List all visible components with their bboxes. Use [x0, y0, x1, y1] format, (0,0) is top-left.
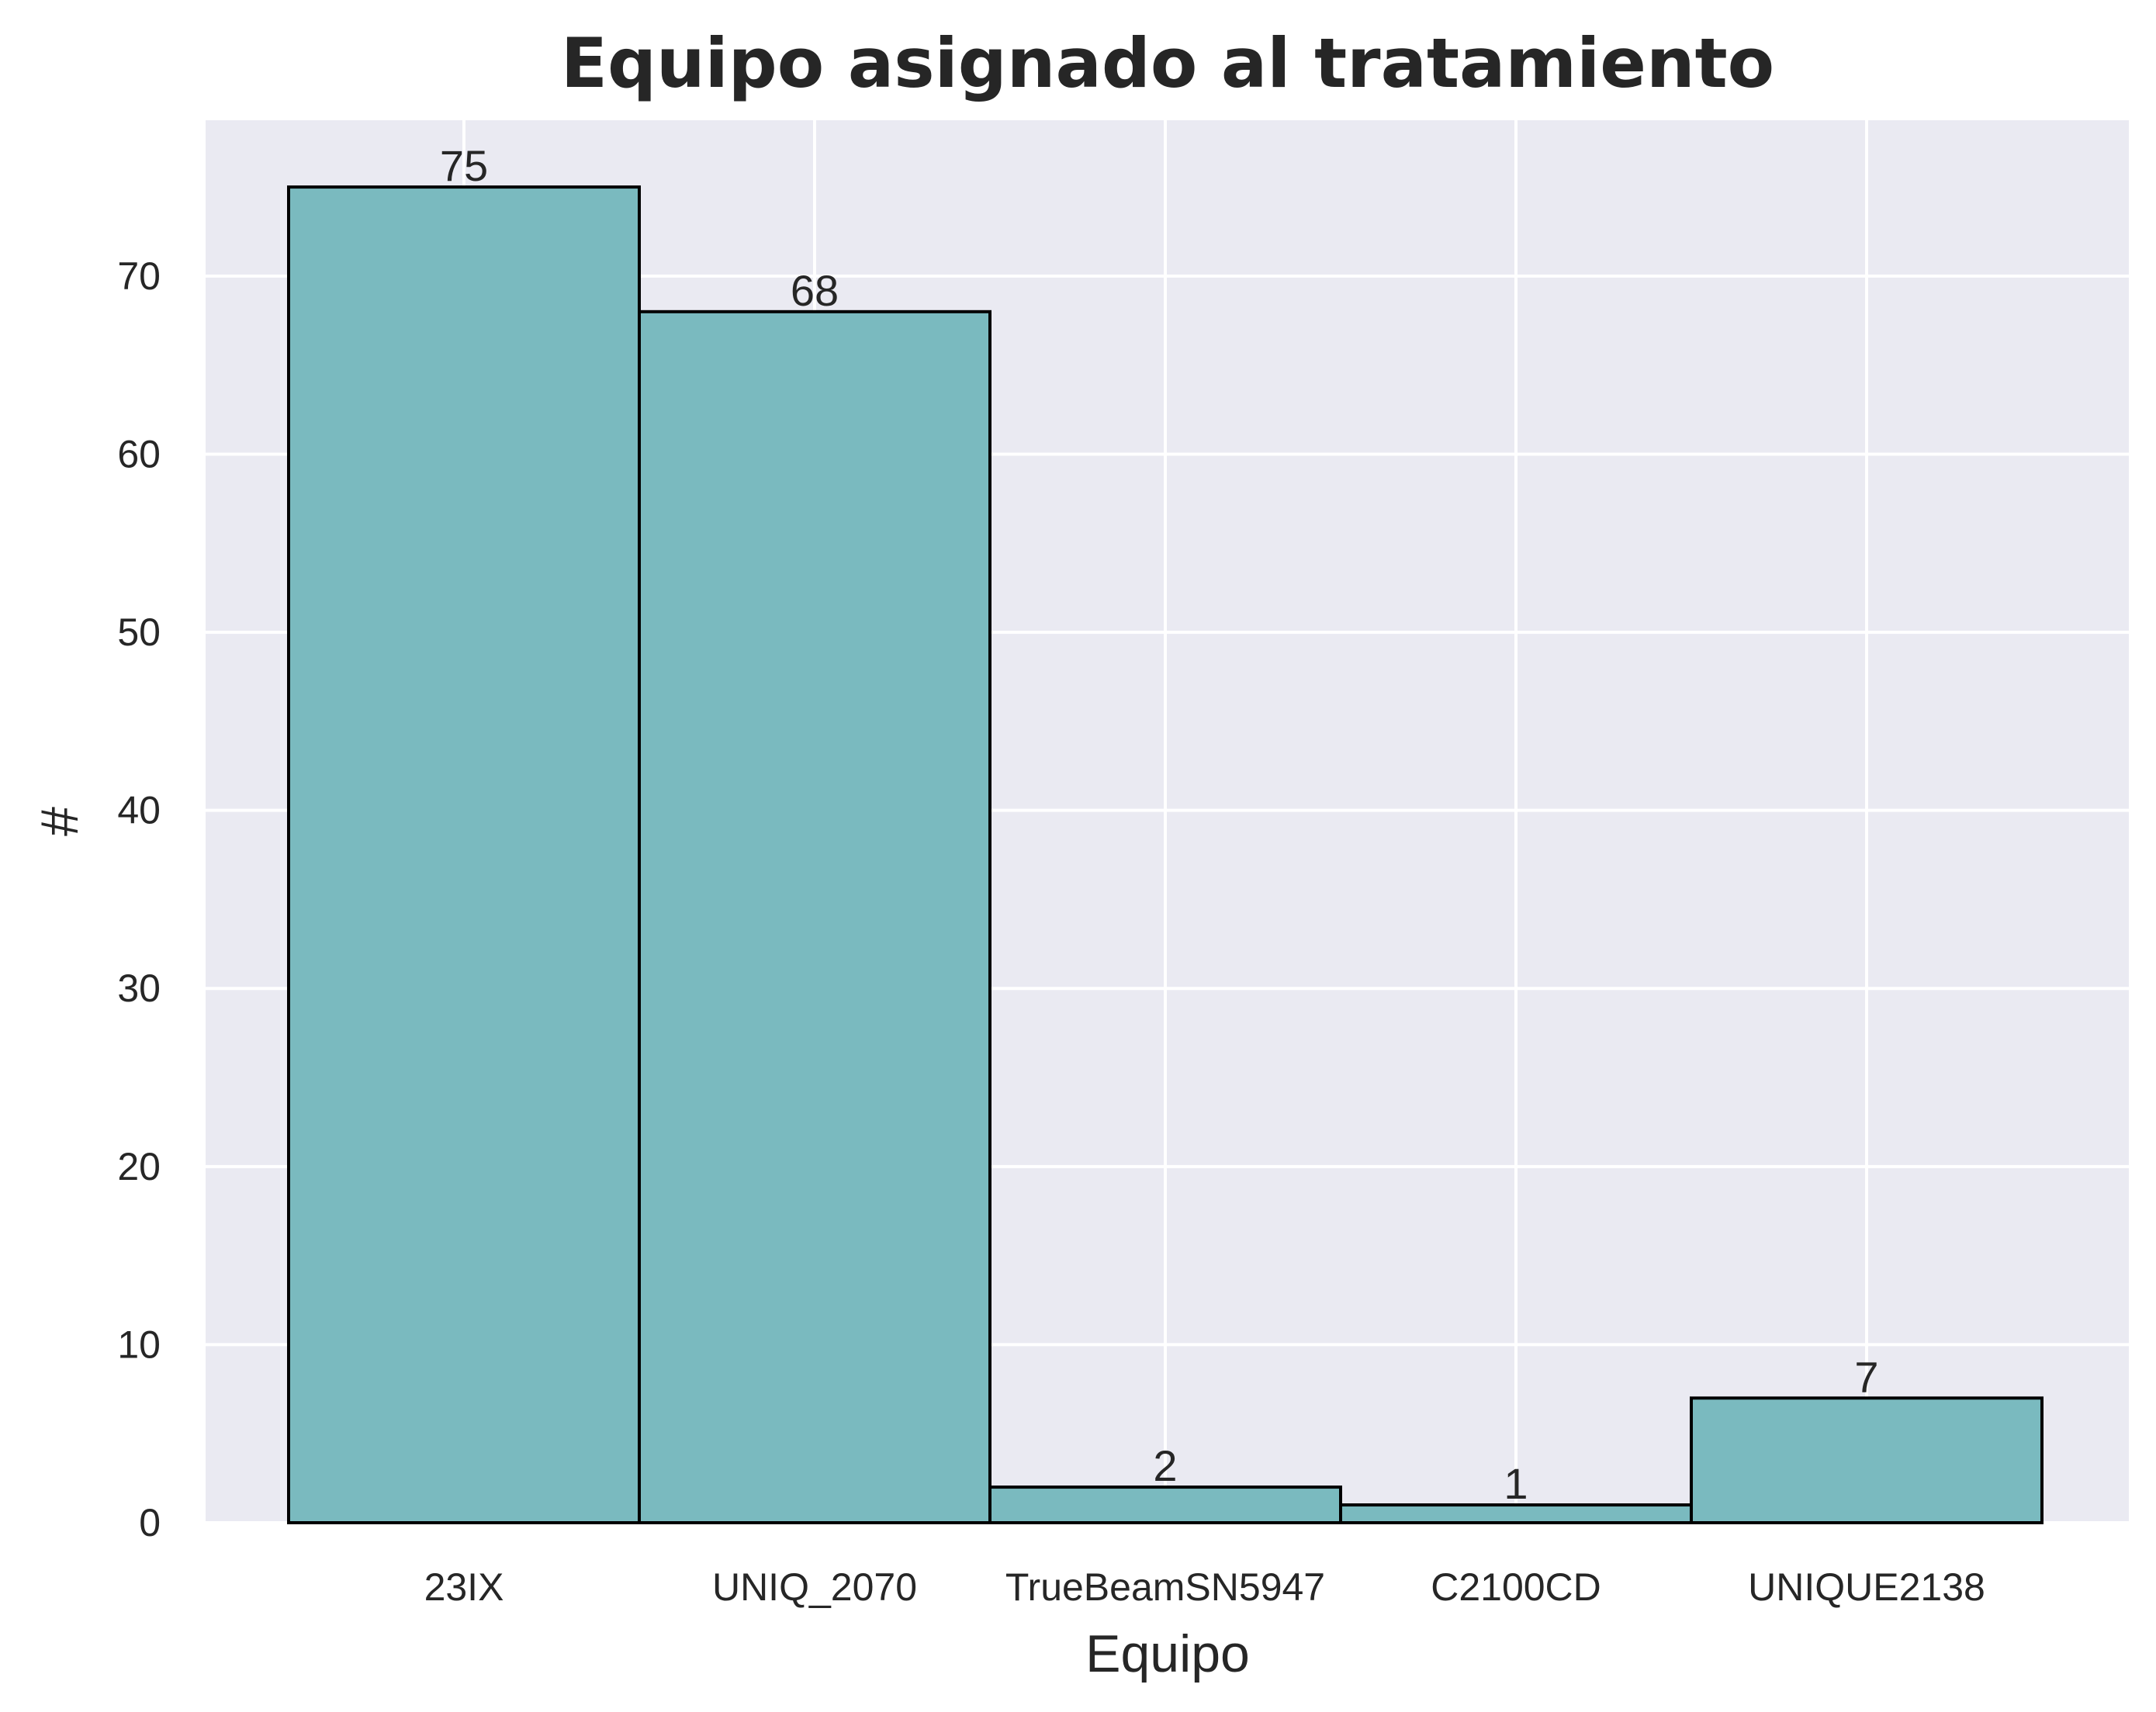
- data-labels: 75 68 2 1 7: [440, 141, 1879, 1508]
- y-tick-label: 0: [139, 1501, 161, 1544]
- y-tick-label: 40: [117, 789, 161, 832]
- chart-title: Equipo asignado al tratamiento: [561, 23, 1774, 103]
- bar: [1690, 1396, 2044, 1525]
- y-tick-label: 50: [117, 610, 161, 654]
- bar-value-label: 2: [1153, 1441, 1177, 1490]
- y-axis-label: #: [30, 807, 89, 836]
- y-tick-label: 10: [117, 1323, 161, 1366]
- y-tick-label: 60: [117, 432, 161, 476]
- x-tick-label: UNIQUE2138: [1748, 1565, 1985, 1609]
- bars: [287, 185, 2044, 1525]
- bar-value-label: 1: [1504, 1459, 1528, 1508]
- bar-value-label: 75: [440, 141, 488, 190]
- x-tick-labels: 23IX UNIQ_2070 TrueBeamSN5947 C2100CD UNIQUE…: [424, 1565, 1985, 1609]
- bar: [988, 1485, 1342, 1524]
- bar: [287, 185, 641, 1525]
- x-axis-label: Equipo: [1085, 1624, 1250, 1683]
- bar-value-label: 7: [1854, 1352, 1878, 1401]
- x-tick-label: TrueBeamSN5947: [1005, 1565, 1325, 1609]
- x-tick-label: UNIQ_2070: [712, 1565, 917, 1609]
- y-tick-labels: 0 10 20 30 40 50 60 70: [117, 254, 161, 1544]
- bar-value-label: 68: [791, 266, 839, 315]
- y-tick-label: 70: [117, 254, 161, 298]
- bar: [638, 310, 991, 1524]
- y-tick-label: 20: [117, 1145, 161, 1188]
- y-tick-label: 30: [117, 967, 161, 1010]
- x-tick-label: C2100CD: [1431, 1565, 1601, 1609]
- x-tick-label: 23IX: [424, 1565, 504, 1609]
